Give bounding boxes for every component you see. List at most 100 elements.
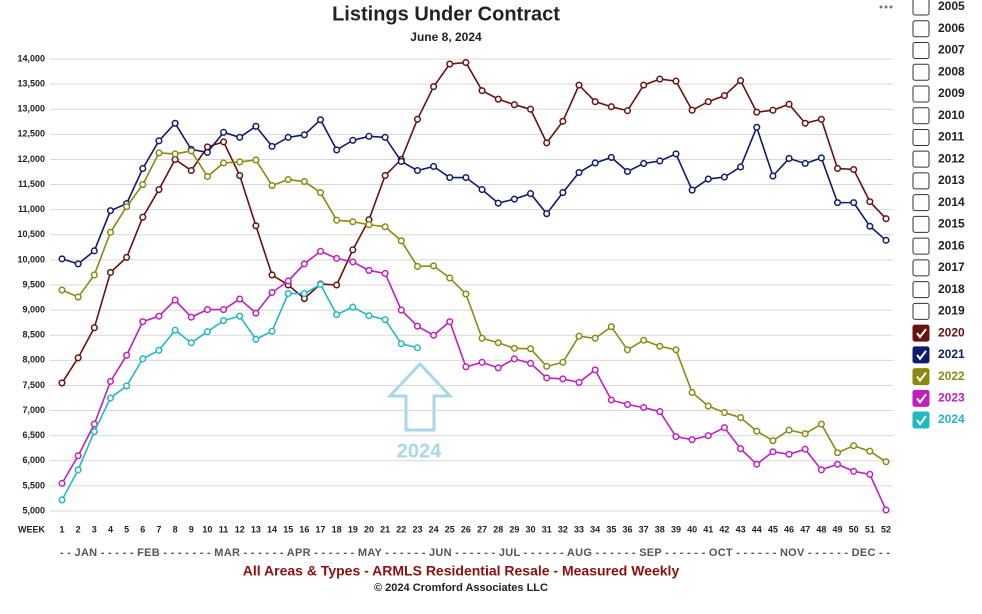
point xyxy=(333,146,341,154)
point xyxy=(300,260,308,268)
point xyxy=(494,364,502,372)
point xyxy=(252,335,260,343)
legend-item[interactable]: 2023 xyxy=(912,389,965,407)
point xyxy=(559,375,567,383)
x-tick-label: 5 xyxy=(124,524,129,534)
point xyxy=(300,289,308,298)
y-tick-label: 9,500 xyxy=(22,279,45,289)
point xyxy=(58,286,66,294)
legend-item[interactable]: 2008 xyxy=(912,63,965,81)
x-tick-label: 24 xyxy=(429,524,439,534)
x-tick-label: 21 xyxy=(380,524,390,534)
x-tick-label: 35 xyxy=(606,524,616,534)
legend-item[interactable]: 2019 xyxy=(912,302,965,320)
point xyxy=(866,198,874,206)
legend-label: 2013 xyxy=(938,173,965,187)
point xyxy=(381,171,389,180)
point xyxy=(155,137,163,145)
legend-item[interactable]: 2016 xyxy=(912,237,965,255)
x-tick-label: 50 xyxy=(849,524,859,534)
point xyxy=(704,98,712,106)
checkbox xyxy=(912,324,930,342)
checkmark xyxy=(916,415,927,426)
point xyxy=(623,346,632,354)
legend-item[interactable]: 2024 xyxy=(912,411,965,429)
footer: All Areas & Types - ARMLS Residential Re… xyxy=(243,563,680,579)
point xyxy=(171,296,179,304)
x-tick-label: 30 xyxy=(526,524,536,534)
point xyxy=(591,334,599,342)
legend-label: 2021 xyxy=(938,347,965,361)
legend-label: 2023 xyxy=(938,390,965,404)
point xyxy=(753,108,761,116)
legend-item[interactable]: 2022 xyxy=(912,368,965,386)
point xyxy=(575,168,583,177)
point xyxy=(123,203,131,211)
x-tick-label: 31 xyxy=(542,524,552,534)
x-tick-label: 43 xyxy=(736,524,746,534)
point xyxy=(413,262,422,270)
point xyxy=(607,396,615,404)
point xyxy=(316,280,325,289)
point xyxy=(769,172,777,180)
x-tick-label: 45 xyxy=(768,524,778,534)
legend-item[interactable]: 2009 xyxy=(912,85,965,103)
legend-item[interactable]: 2021 xyxy=(912,346,965,364)
point xyxy=(220,317,228,325)
point xyxy=(397,306,405,314)
point xyxy=(58,379,66,387)
legend-label: 2015 xyxy=(938,217,965,231)
legend-label: 2005 xyxy=(938,0,965,13)
point xyxy=(74,293,82,301)
point xyxy=(316,116,325,124)
point xyxy=(591,366,599,374)
legend-item[interactable]: 2017 xyxy=(912,259,965,277)
x-tick-label: 48 xyxy=(816,524,826,534)
legend-item[interactable]: 2018 xyxy=(912,281,965,299)
grid xyxy=(50,58,893,512)
point xyxy=(74,260,82,268)
point xyxy=(494,339,502,347)
point xyxy=(801,159,809,168)
menu-button[interactable] xyxy=(879,5,893,9)
x-tick-label: 36 xyxy=(622,524,632,534)
legend-item[interactable]: 2007 xyxy=(912,41,965,59)
legend-item[interactable]: 2006 xyxy=(912,20,965,38)
legend-item[interactable]: 2015 xyxy=(912,215,965,233)
point xyxy=(753,460,761,468)
point xyxy=(526,190,535,198)
legend-item[interactable]: 2010 xyxy=(912,107,965,125)
point xyxy=(769,106,777,114)
checkbox xyxy=(912,20,930,38)
y-tick-label: 11,000 xyxy=(18,204,45,214)
point xyxy=(236,312,244,320)
point xyxy=(785,154,793,162)
point xyxy=(478,358,486,366)
point xyxy=(381,269,389,277)
checkbox xyxy=(912,85,930,103)
point xyxy=(817,420,825,428)
legend-item[interactable]: 2012 xyxy=(912,150,965,168)
point xyxy=(704,175,712,183)
legend-item[interactable]: 2014 xyxy=(912,194,965,212)
legend-item[interactable]: 2011 xyxy=(912,128,964,146)
point xyxy=(623,107,632,115)
point xyxy=(817,154,825,162)
point xyxy=(333,216,341,224)
point xyxy=(640,403,648,412)
legend-item[interactable]: 2005 xyxy=(912,0,965,16)
legend-item[interactable]: 2013 xyxy=(912,172,965,190)
menu-dot xyxy=(889,5,893,9)
point xyxy=(155,186,163,194)
point xyxy=(58,255,66,263)
x-tick-label: 9 xyxy=(189,524,194,534)
x-tick-label: 26 xyxy=(461,524,471,534)
point xyxy=(268,142,276,150)
point xyxy=(365,132,373,140)
point xyxy=(365,221,373,229)
point xyxy=(833,164,842,173)
point xyxy=(58,496,66,504)
point xyxy=(720,92,728,100)
legend-item[interactable]: 2020 xyxy=(912,324,965,342)
chart-subtitle: June 8, 2024 xyxy=(410,30,482,44)
